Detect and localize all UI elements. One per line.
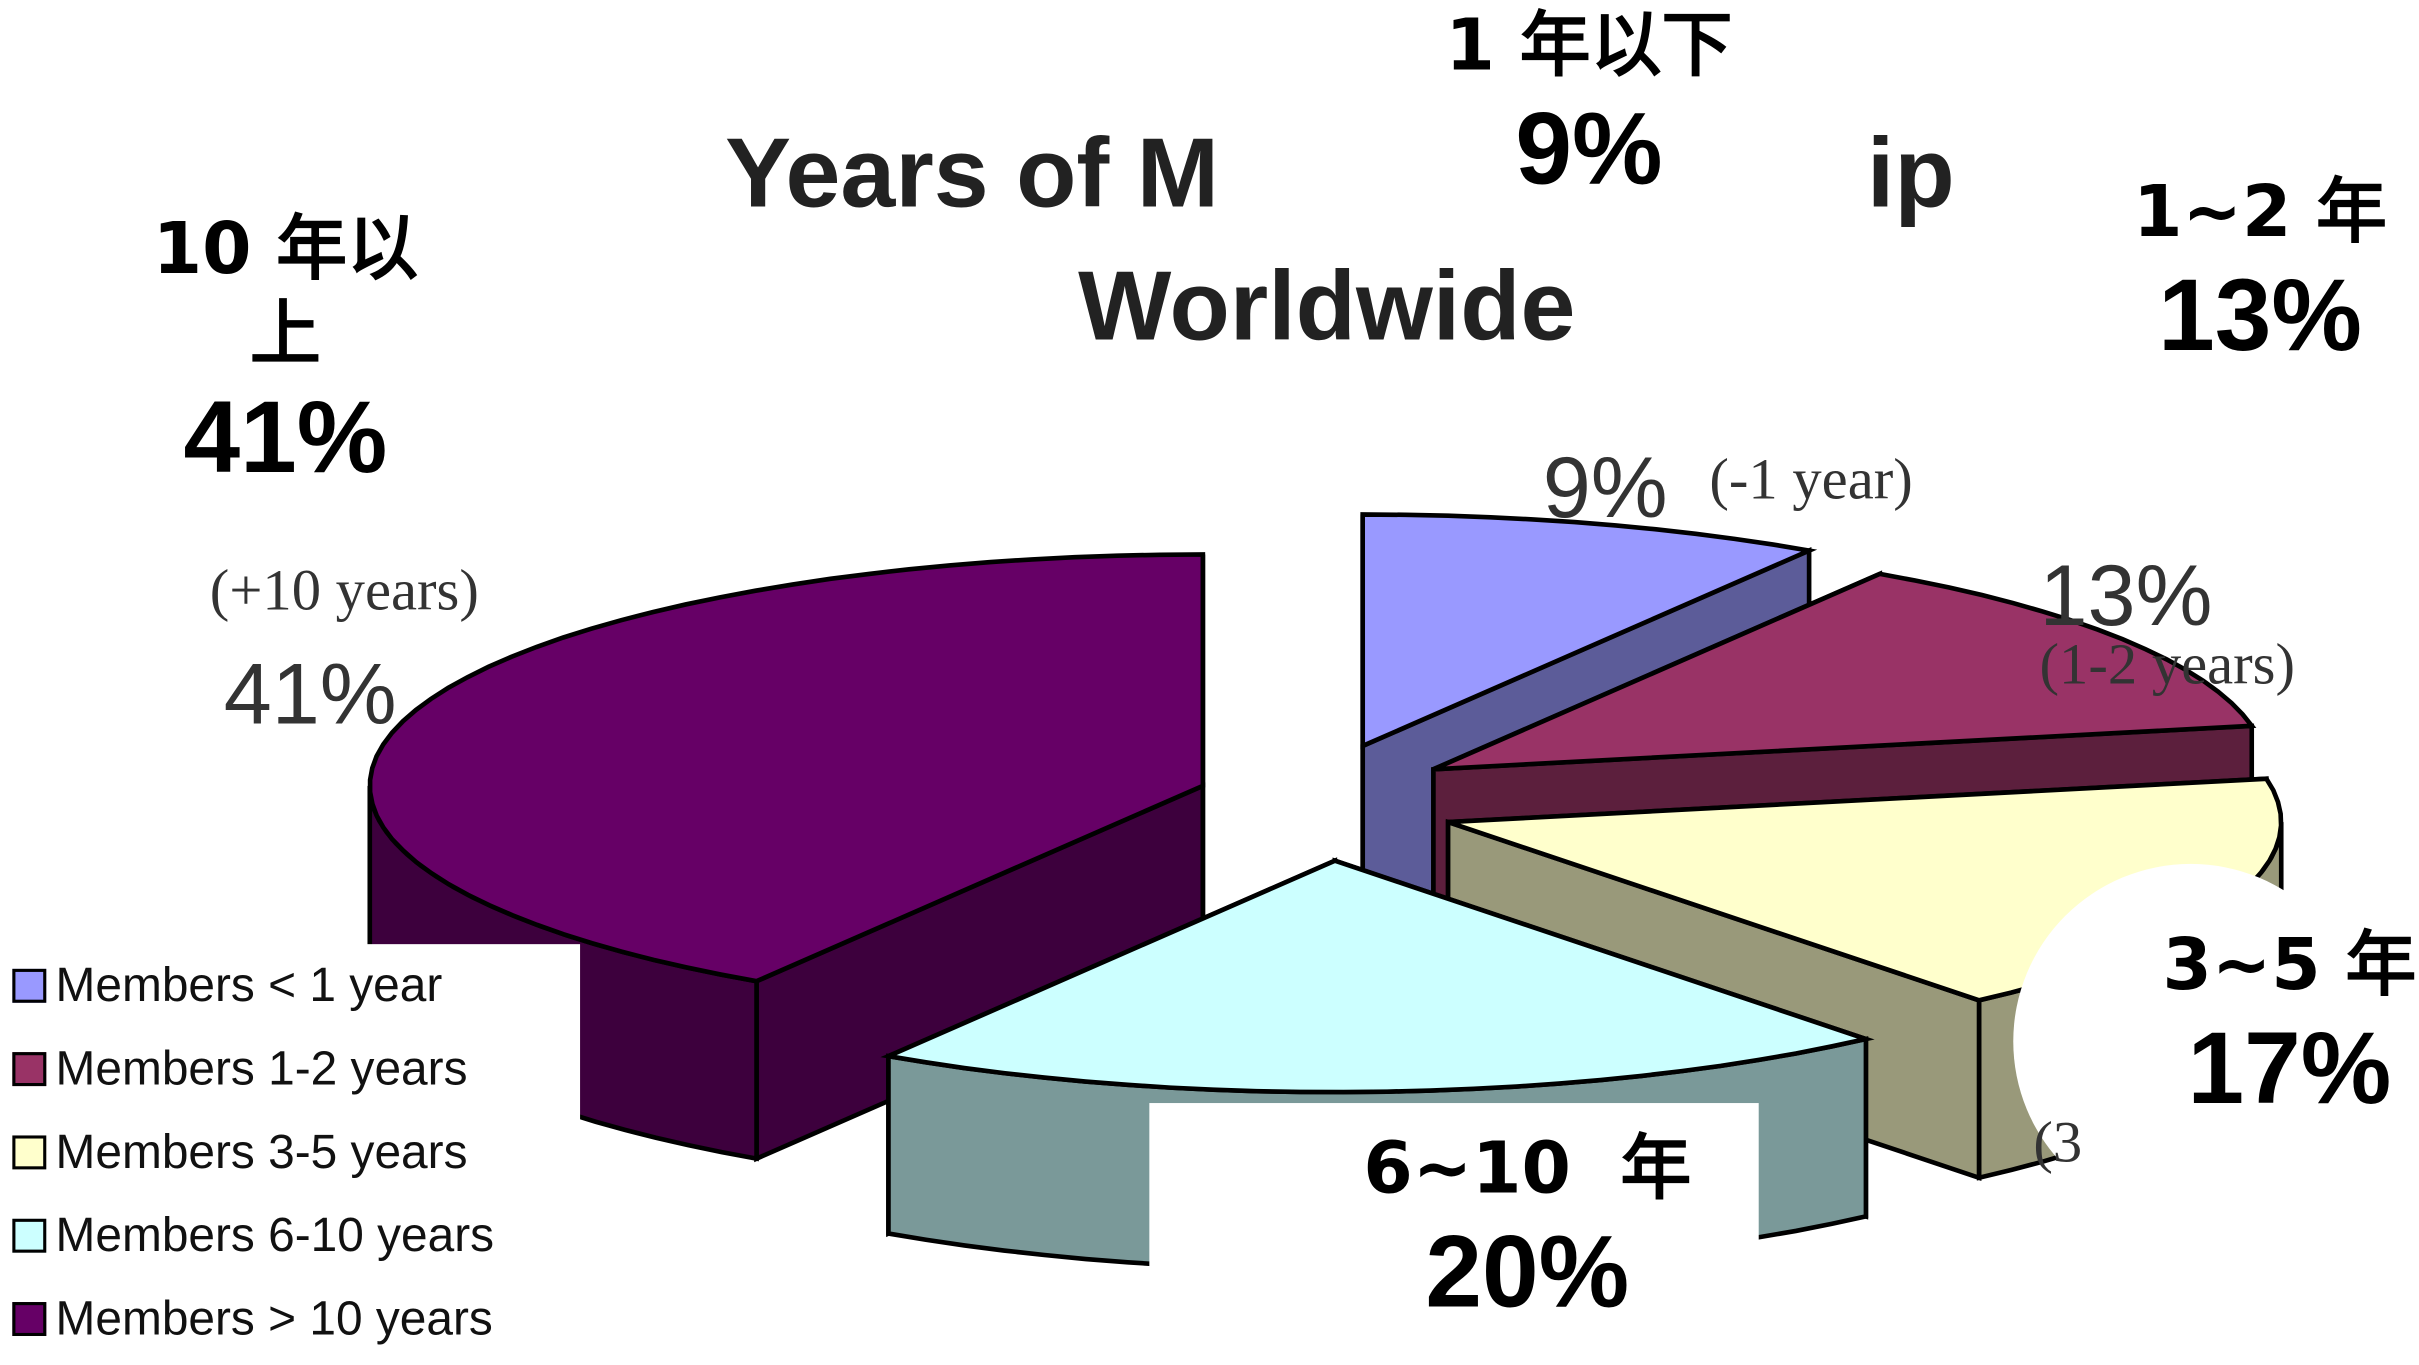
annotation-cover-bottom [1149, 1103, 1759, 1365]
annotation-lt1: 1 年以下 9% [1388, 3, 1790, 226]
legend-label-6-10: Members 6-10 years [55, 1207, 495, 1262]
annotation-3-5-label: 3~5 年 [2162, 922, 2417, 1006]
annotation-lt1-pct: 9% [1515, 91, 1663, 206]
legend-item-6-10: Members 6-10 years [12, 1194, 580, 1277]
slice-pct-gt10: 41% [223, 644, 397, 743]
annotation-gt10-label: 10 年以上 [152, 206, 419, 376]
legend-label-lt1: Members < 1 year [55, 958, 443, 1013]
legend-label-gt10: Members > 10 years [55, 1291, 493, 1346]
annotation-gt10-pct: 41% [183, 380, 388, 495]
slice-pct-1-2: 13% [2039, 546, 2213, 644]
pie-slice-top-lt1 [1360, 512, 1818, 750]
legend-swatch-gt10 [12, 1302, 47, 1337]
annotation-3-5-pct: 17% [2187, 1010, 2392, 1125]
slice-pct-lt1: 9% [1542, 438, 1668, 536]
legend-item-lt1: Members < 1 year [12, 944, 580, 1027]
legend-item-gt10: Members > 10 years [12, 1277, 580, 1360]
annotation-gt10: 10 年以上 41% [139, 207, 432, 499]
legend-swatch-3-5 [12, 1135, 47, 1170]
annotation-6-10: 6~10 年 20% [1358, 1126, 1697, 1333]
annotation-1-2-label: 1~2 年 [2133, 169, 2388, 254]
chart-title-line2: Worldwide [1078, 249, 1576, 361]
legend-label-1-2: Members 1-2 years [55, 1041, 468, 1096]
legend-label-3-5: Members 3-5 years [55, 1124, 468, 1179]
annotation-lt1-label: 1 年以下 [1445, 3, 1733, 87]
pie-slice-top-gt10 [367, 552, 1206, 984]
annotation-3-5: 3~5 年 17% [2152, 923, 2419, 1130]
annotation-cover-right [2013, 863, 2369, 1219]
chart-title-visible-right: ip [1866, 117, 1955, 229]
legend-swatch-1-2 [12, 1052, 47, 1087]
annotation-6-10-label: 6~10 年 [1363, 1126, 1692, 1210]
annotation-1-2-pct: 13% [2158, 257, 2362, 373]
pie-slice-gt10 [367, 552, 1206, 1163]
legend-item-3-5: Members 3-5 years [12, 1111, 580, 1194]
legend-item-1-2: Members 1-2 years [12, 1027, 580, 1110]
annotation-6-10-pct: 20% [1425, 1214, 1630, 1329]
legend-swatch-lt1 [12, 968, 47, 1003]
chart-legend: Members < 1 year Members 1-2 years Membe… [12, 944, 581, 1361]
slice-years-3-5: (3 [2033, 1110, 2083, 1176]
pie-slice-top-y6_10 [880, 858, 1875, 1095]
slice-years-lt1: (-1 year) [1709, 447, 1913, 513]
pie-slice-top-y1_2 [1432, 571, 2257, 772]
slice-years-1-2: (1-2 years) [2039, 632, 2296, 698]
legend-swatch-6-10 [12, 1218, 47, 1253]
slice-years-gt10: (+10 years) [209, 558, 479, 624]
chart-title-visible-left: Years of M [725, 117, 1219, 229]
annotation-1-2: 1~2 年 13% [2121, 170, 2399, 377]
